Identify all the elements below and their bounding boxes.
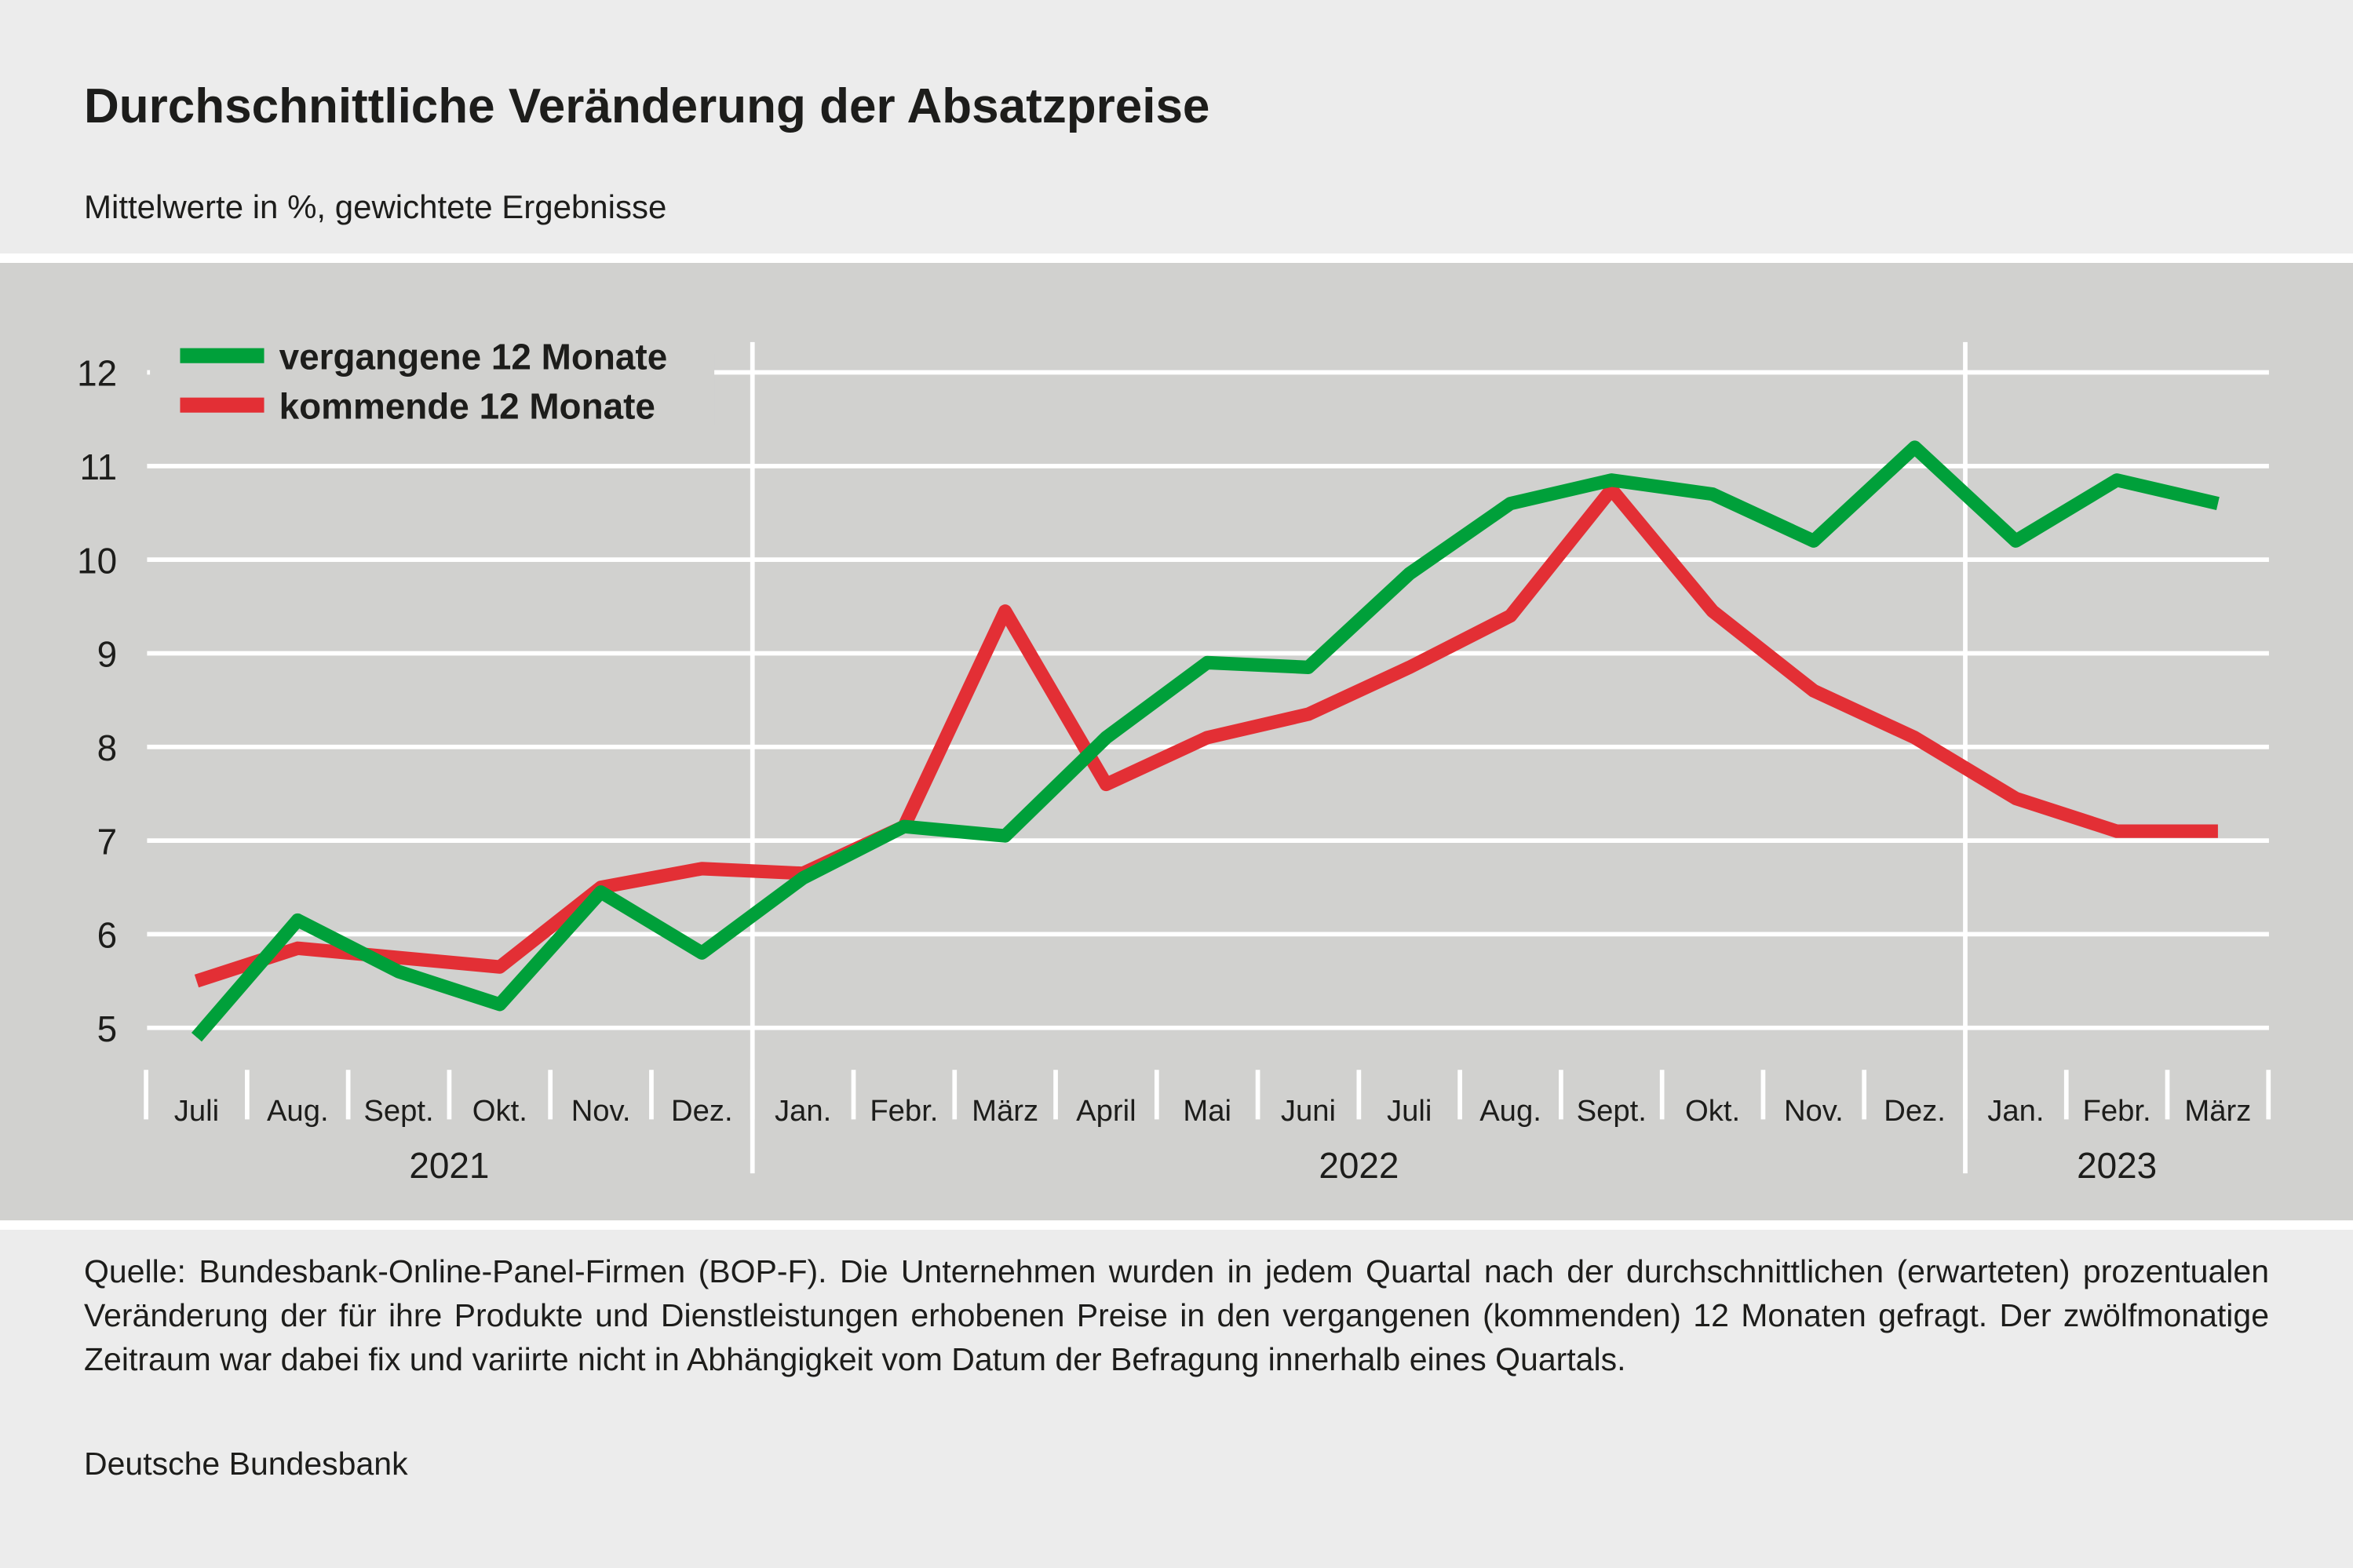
x-tick-label: Sept. [363,1094,433,1128]
x-tick-label: Febr. [870,1094,938,1128]
divider-bottom [0,1220,2353,1230]
x-tick-label: Aug. [1479,1094,1541,1128]
x-tick-label: Sept. [1577,1094,1647,1128]
x-tick-label: Dez. [671,1094,733,1128]
legend-label-future: kommende 12 Monate [279,385,655,426]
chart-subtitle: Mittelwerte in %, gewichtete Ergebnisse [84,188,667,225]
x-tick-label: März [972,1094,1038,1128]
x-tick-label: Febr. [2083,1094,2151,1128]
divider-top [0,253,2353,263]
y-tick-label: 6 [97,915,118,956]
legend: vergangene 12 Monate kommende 12 Monate [150,336,715,426]
x-tick-label: Okt. [1685,1094,1740,1128]
footnote: Quelle: Bundesbank-Online-Panel-Firmen (… [84,1253,2269,1377]
y-tick-label: 11 [80,447,118,487]
year-label: 2022 [1319,1145,1399,1186]
x-tick-label: Juli [174,1094,219,1128]
x-tick-label: Juni [1281,1094,1336,1128]
year-label: 2021 [409,1145,489,1186]
source-note: Deutsche Bundesbank [84,1446,408,1482]
chart-title: Durchschnittliche Veränderung der Absatz… [84,79,1210,133]
x-tick-label: Jan. [775,1094,831,1128]
x-tick-label: Nov. [1784,1094,1844,1128]
x-tick-label: April [1076,1094,1136,1128]
y-tick-label: 12 [77,353,117,394]
x-tick-label: Dez. [1884,1094,1946,1128]
y-tick-label: 8 [97,727,118,768]
legend-label-past: vergangene 12 Monate [279,336,668,377]
y-tick-label: 9 [97,634,118,675]
x-tick-label: Mai [1183,1094,1231,1128]
legend-background [150,354,715,426]
y-tick-label: 5 [97,1008,118,1049]
x-tick-label: Jan. [1987,1094,2044,1128]
x-tick-label: Aug. [267,1094,329,1128]
year-label: 2023 [2077,1145,2157,1186]
y-tick-label: 10 [77,540,117,581]
x-tick-label: Juli [1387,1094,1432,1128]
x-tick-label: Nov. [571,1094,631,1128]
x-tick-label: März [2184,1094,2251,1128]
y-tick-label: 7 [97,821,118,862]
x-tick-label: Okt. [472,1094,527,1128]
series-line-future [194,483,2218,988]
